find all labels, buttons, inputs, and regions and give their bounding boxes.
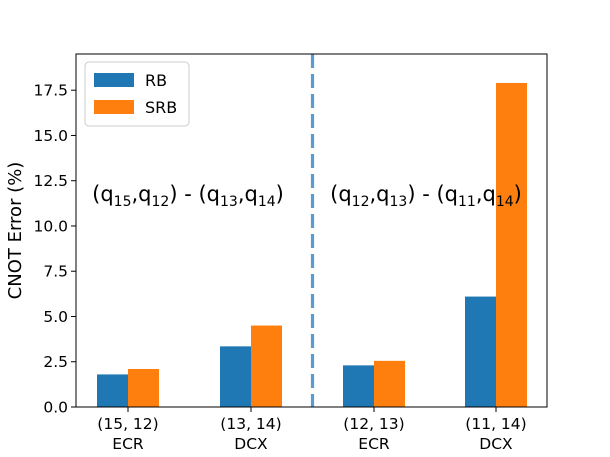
y-axis-label: CNOT Error (%)	[5, 162, 26, 300]
axes	[75, 53, 548, 408]
bar-srb-3	[496, 82, 527, 407]
x-tick-label-pair: (12, 13)	[343, 415, 404, 433]
qubit-pair-annotation-left: (q15,q12) - (q13,q14)	[92, 182, 284, 210]
y-tick-label: 12.5	[33, 172, 68, 190]
bar-rb-0	[97, 374, 128, 407]
x-tick-label-gate: DCX	[234, 435, 268, 453]
bar-rb-2	[343, 365, 374, 407]
bar-srb-0	[128, 368, 159, 407]
y-tick-label: 10.0	[33, 217, 68, 235]
x-tick-label-pair: (13, 14)	[220, 415, 281, 433]
y-tick-label: 17.5	[33, 82, 68, 100]
bar-srb-1	[251, 325, 282, 407]
x-tick-label-gate: ECR	[358, 435, 390, 453]
y-tick-label: 0.0	[43, 399, 68, 417]
y-tick-label: 7.5	[43, 263, 68, 281]
bar-rb-3	[465, 296, 496, 407]
bar-srb-2	[374, 360, 405, 407]
y-tick-label: 15.0	[33, 127, 68, 145]
legend-swatch-srb	[94, 100, 134, 114]
x-tick-label-gate: ECR	[112, 435, 144, 453]
legend-swatch-rb	[94, 73, 134, 87]
ticks: 0.0 2.5 5.0 7.5 10.0 12.5 15.0 17.5 (15, 12) ECR (…	[33, 82, 526, 453]
bar-rb-1	[220, 346, 251, 407]
legend: RB SRB	[84, 61, 190, 127]
y-tick-label: 5.0	[43, 308, 68, 326]
y-tick-label: 2.5	[43, 353, 68, 371]
plot-frame	[75, 53, 548, 408]
x-tick-label-pair: (15, 12)	[97, 415, 158, 433]
qubit-pair-annotation-right: (q12,q13) - (q11,q14)	[330, 182, 522, 210]
annotations: (q15,q12) - (q13,q14) (q12,q13) - (q11,q1…	[92, 182, 522, 210]
x-tick-label-gate: DCX	[479, 435, 513, 453]
legend-label-rb: RB	[145, 71, 167, 90]
legend-label-srb: SRB	[145, 98, 177, 117]
bars	[97, 82, 527, 407]
x-tick-label-pair: (11, 14)	[465, 415, 526, 433]
